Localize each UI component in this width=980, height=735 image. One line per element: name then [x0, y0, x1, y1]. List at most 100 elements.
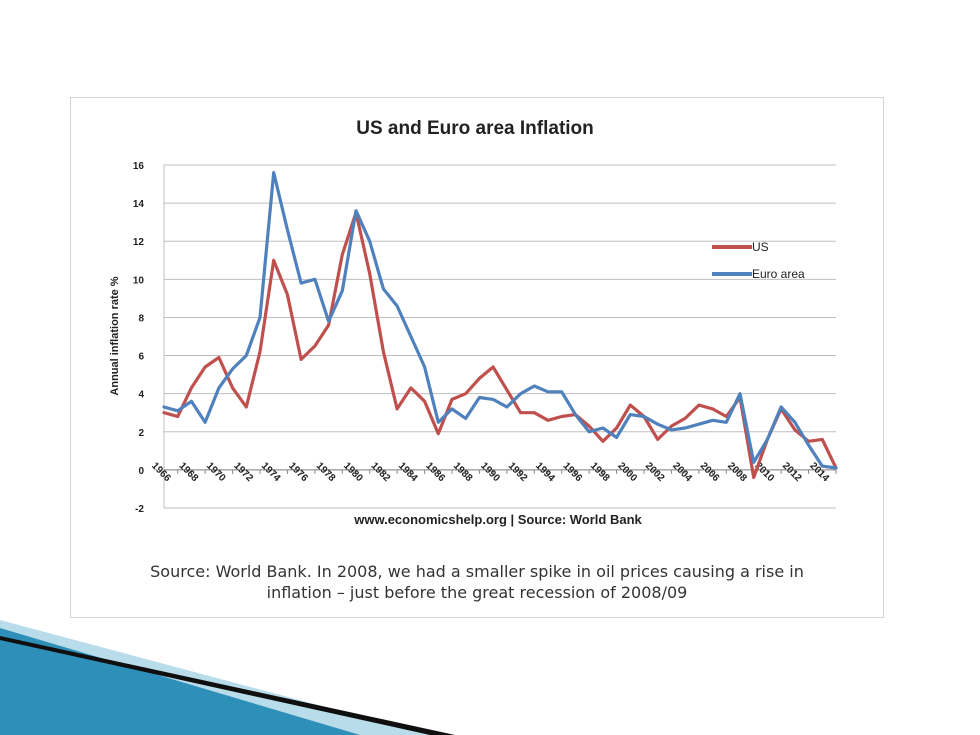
data-point	[286, 293, 289, 296]
data-point	[204, 421, 206, 424]
y-tick-label: 10	[133, 275, 145, 286]
data-point	[396, 305, 398, 307]
data-point	[711, 419, 714, 422]
x-tick-label: 1996	[561, 460, 585, 484]
data-point	[574, 413, 577, 416]
data-point	[272, 171, 275, 174]
data-point	[355, 209, 357, 212]
x-tick-label: 1970	[204, 460, 228, 484]
data-point	[245, 406, 248, 408]
data-point	[629, 413, 632, 416]
x-tick-label: 1978	[314, 460, 338, 484]
data-point	[163, 406, 165, 408]
series-line	[162, 171, 838, 470]
data-point	[560, 415, 563, 418]
x-tick-label: 2008	[725, 460, 749, 484]
data-point	[698, 404, 700, 406]
data-point	[670, 429, 673, 431]
data-point	[163, 411, 165, 414]
data-point	[451, 398, 453, 401]
data-point	[725, 415, 728, 418]
data-point	[300, 358, 302, 361]
data-point	[670, 425, 673, 427]
x-tick-label: 1990	[478, 460, 502, 484]
x-tick-label: 2012	[780, 460, 804, 484]
data-point	[725, 421, 728, 424]
data-point	[410, 335, 412, 338]
data-point	[314, 345, 316, 347]
data-point	[204, 366, 206, 368]
data-point	[547, 390, 549, 393]
data-point	[382, 288, 385, 290]
chart-legend: US Euro area	[712, 240, 805, 281]
x-tick-label: 2002	[643, 460, 667, 484]
data-point	[341, 253, 344, 256]
deco-dark-wedge	[0, 636, 455, 735]
data-point	[643, 415, 645, 418]
data-point	[327, 324, 330, 326]
x-tick-label: 1972	[231, 460, 255, 484]
data-point	[684, 417, 686, 420]
data-point	[615, 436, 618, 439]
x-tick-label: 1980	[341, 460, 365, 484]
data-point	[368, 272, 371, 275]
legend-label: Euro area	[752, 267, 805, 281]
data-point	[423, 400, 426, 403]
x-tick-label: 1994	[533, 460, 557, 484]
data-point	[259, 316, 261, 319]
data-point	[684, 427, 686, 429]
x-tick-label: 1982	[369, 460, 393, 484]
x-tick-label: 1966	[149, 460, 173, 484]
y-tick-label: 2	[138, 428, 144, 439]
data-point	[231, 387, 234, 389]
y-tick-label: -2	[135, 504, 144, 515]
figure-frame	[70, 97, 884, 618]
x-tick-label: 2006	[698, 460, 722, 484]
x-tick-label: 1974	[259, 460, 283, 484]
caption-line-1: Source: World Bank. In 2008, we had a sm…	[150, 562, 804, 581]
data-point	[519, 392, 522, 395]
data-point	[218, 387, 220, 389]
chart-title: US and Euro area Inflation	[356, 118, 594, 139]
data-point	[368, 240, 371, 243]
caption-line-2: inflation – just before the great recess…	[266, 583, 688, 602]
data-point	[259, 350, 261, 353]
data-point	[478, 396, 481, 399]
data-point	[176, 415, 179, 418]
x-tick-label: 2004	[670, 460, 694, 484]
data-point	[835, 467, 837, 469]
y-axis-label: Annual inflation rate %	[109, 276, 121, 395]
data-point	[560, 390, 563, 393]
y-tick-label: 16	[133, 161, 145, 172]
x-tick-label: 2000	[615, 460, 639, 484]
data-point	[519, 411, 522, 414]
data-point	[629, 404, 632, 406]
data-point	[602, 440, 604, 443]
data-point	[451, 408, 453, 410]
data-point	[327, 320, 330, 323]
data-point	[766, 438, 769, 441]
y-tick-label: 8	[138, 313, 144, 324]
data-point	[218, 356, 220, 359]
data-point	[533, 411, 536, 414]
data-point	[588, 425, 590, 427]
data-point	[807, 444, 810, 446]
data-point	[711, 408, 714, 410]
x-axis-ticks: 1966 1968 1970 1972 1974 1976 1978 1980 1982 1984…	[149, 460, 837, 484]
data-point	[615, 427, 618, 429]
data-point	[245, 354, 248, 357]
data-point	[478, 377, 481, 380]
data-point	[821, 465, 824, 467]
y-tick-label: 6	[138, 352, 144, 363]
data-point	[410, 387, 412, 389]
data-point	[272, 259, 275, 262]
y-tick-label: 0	[138, 466, 144, 477]
x-tick-label: 1986	[423, 460, 447, 484]
y-tick-label: 12	[133, 237, 145, 248]
data-point	[341, 289, 344, 292]
data-point	[396, 408, 398, 410]
data-point	[286, 228, 289, 231]
data-point	[794, 429, 796, 431]
y-tick-label: 4	[138, 390, 144, 401]
